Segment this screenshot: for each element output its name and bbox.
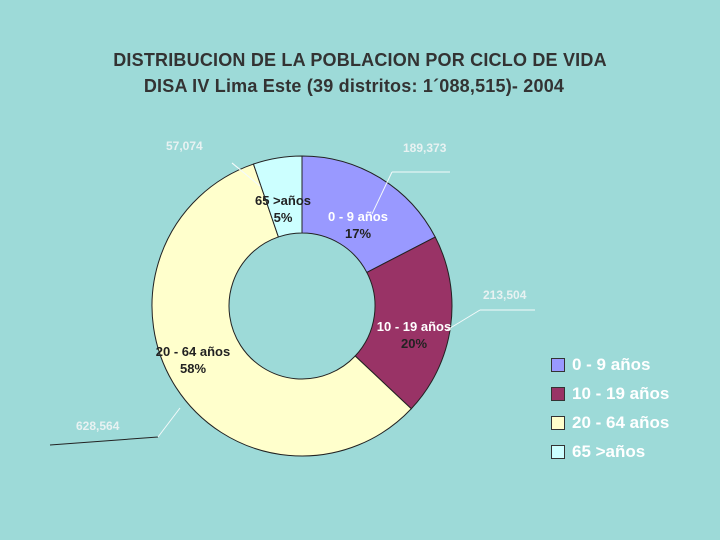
slice-pct-20-64: 58%: [180, 361, 206, 376]
slice-name-65: 65 >años: [255, 193, 311, 208]
legend-label-10-19: 10 - 19 años: [572, 383, 670, 403]
slice-20-64: [151, 163, 412, 457]
legend-swatch-65: [551, 444, 565, 459]
slice-name-10-19: 10 - 19 años: [377, 319, 451, 334]
legend-label-0-9: 0 - 9 años: [572, 354, 651, 374]
value-label-0-9: 189,373: [403, 141, 447, 155]
value-label-10-19: 213,504: [483, 288, 527, 302]
chart-title: DISTRIBUCION DE LA POBLACION POR CICLO D…: [113, 50, 607, 70]
legend-label-65: 65 >años: [572, 441, 646, 461]
slice-pct-65: 5%: [274, 210, 293, 225]
slice-65: [252, 155, 303, 238]
slice-pct-0-9: 17%: [345, 226, 371, 241]
leader-line-20-64: [49, 436, 159, 446]
slice-10-19: [354, 236, 453, 410]
leader-pointer-20-64: [157, 407, 181, 438]
legend-item-20-64: 20 - 64 años: [551, 408, 711, 437]
legend-item-65: 65 >años: [551, 437, 711, 466]
legend-item-10-19: 10 - 19 años: [551, 379, 711, 408]
slice-name-20-64: 20 - 64 años: [156, 344, 230, 359]
chart-subtitle: DISA IV Lima Este (39 distritos: 1´088,5…: [143, 76, 565, 96]
legend-item-0-9: 0 - 9 años: [551, 350, 711, 379]
legend-swatch-0-9: [551, 357, 565, 372]
legend: 0 - 9 años 10 - 19 años 20 - 64 años 65 …: [551, 350, 711, 466]
value-label-65: 57,074: [166, 139, 203, 153]
legend-label-20-64: 20 - 64 años: [572, 412, 670, 432]
slice-0-9: [301, 155, 436, 274]
legend-swatch-10-19: [551, 386, 565, 401]
value-label-20-64: 628,564: [76, 419, 120, 433]
slice-pct-10-19: 20%: [401, 336, 427, 351]
leader-pointer-65: [231, 162, 261, 187]
legend-swatch-20-64: [551, 415, 565, 430]
leader-pointer-0-9: [371, 171, 393, 215]
leader-pointer-10-19: [446, 309, 481, 331]
slice-name-0-9: 0 - 9 años: [328, 209, 388, 224]
